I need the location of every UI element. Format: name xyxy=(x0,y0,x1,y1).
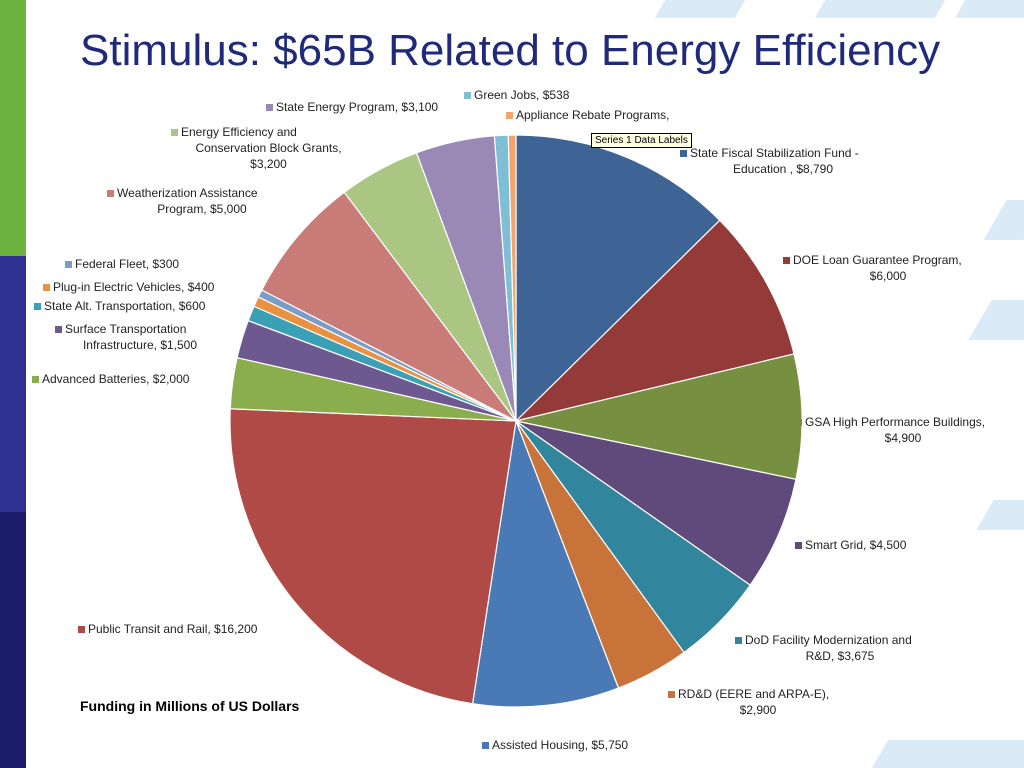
data-label: State Fiscal Stabilization Fund - Educati… xyxy=(680,146,859,176)
data-label-text: RD&D (EERE and ARPA-E), xyxy=(678,687,829,701)
data-label: Advanced Batteries, $2,000 xyxy=(32,372,190,386)
data-label: Surface Transportation Infrastructure, $1… xyxy=(55,322,197,352)
data-label: Energy Efficiency and Conservation Block … xyxy=(171,125,342,171)
data-label: DoD Facility Modernization and R&D, $3,67… xyxy=(735,633,912,663)
legend-swatch xyxy=(171,129,178,136)
data-label-text: Plug-in Electric Vehicles, $400 xyxy=(53,280,215,294)
legend-swatch xyxy=(795,542,802,549)
data-label: Appliance Rebate Programs, xyxy=(506,108,669,122)
pie-slice xyxy=(515,353,803,481)
data-label-text: $4,900 xyxy=(885,431,922,445)
legend-swatch xyxy=(464,92,471,99)
data-label: Public Transit and Rail, $16,200 xyxy=(78,622,258,636)
data-label-text: State Alt. Transportation, $600 xyxy=(44,299,206,313)
data-label-text: $3,200 xyxy=(250,157,287,171)
legend-swatch xyxy=(78,626,85,633)
legend-swatch xyxy=(32,376,39,383)
legend-swatch xyxy=(668,691,675,698)
data-label-text: Appliance Rebate Programs, xyxy=(516,108,669,122)
data-label-text: Green Jobs, $538 xyxy=(474,88,570,102)
data-label: Assisted Housing, $5,750 xyxy=(482,738,628,752)
data-label: Green Jobs, $538 xyxy=(464,88,570,102)
legend-swatch xyxy=(506,112,513,119)
data-label: Smart Grid, $4,500 xyxy=(795,538,907,552)
data-label-text: State Energy Program, $3,100 xyxy=(276,100,438,114)
pie-slice xyxy=(229,408,517,705)
legend-swatch xyxy=(65,261,72,268)
data-label-text: Public Transit and Rail, $16,200 xyxy=(88,622,258,636)
data-label-text: Federal Fleet, $300 xyxy=(75,257,179,271)
legend-swatch xyxy=(735,637,742,644)
pie-slice xyxy=(507,134,517,422)
data-label-text: DOE Loan Guarantee Program, xyxy=(793,253,962,267)
data-label-text: GSA High Performance Buildings, xyxy=(805,415,985,429)
data-labels-tooltip: Series 1 Data Labels xyxy=(591,133,692,148)
slide-title: Stimulus: $65B Related to Energy Efficie… xyxy=(80,26,941,75)
data-label-text: Advanced Batteries, $2,000 xyxy=(42,372,190,386)
sidebar-blue-band xyxy=(0,256,26,512)
pie-slice xyxy=(260,191,517,422)
sidebar-stripe xyxy=(0,0,26,768)
chart-footnote: Funding in Millions of US Dollars xyxy=(80,698,300,714)
data-label-text: Smart Grid, $4,500 xyxy=(805,538,907,552)
data-label-text: Energy Efficiency and xyxy=(181,125,297,139)
pie-slice xyxy=(515,134,721,423)
sidebar-navy-band xyxy=(0,512,26,768)
pie-slice xyxy=(515,420,797,586)
data-label: Federal Fleet, $300 xyxy=(65,257,179,271)
data-label-text: Infrastructure, $1,500 xyxy=(83,338,197,352)
data-label: Plug-in Electric Vehicles, $400 xyxy=(43,280,215,294)
legend-swatch xyxy=(43,284,50,291)
legend-swatch xyxy=(266,104,273,111)
data-label-text: Program, $5,000 xyxy=(157,202,247,216)
legend-swatch xyxy=(783,257,790,264)
pie-slice xyxy=(514,219,795,423)
data-label: GSA High Performance Buildings, $4,900 xyxy=(795,415,985,445)
data-label-text: $6,000 xyxy=(870,269,907,283)
data-label-text: Education , $8,790 xyxy=(733,162,833,176)
legend-swatch xyxy=(680,150,687,157)
data-label: DOE Loan Guarantee Program, $6,000 xyxy=(783,253,962,283)
data-label-text: Assisted Housing, $5,750 xyxy=(492,738,628,752)
data-label-text: $2,900 xyxy=(740,703,777,717)
legend-swatch xyxy=(34,303,41,310)
data-label-text: DoD Facility Modernization and xyxy=(745,633,912,647)
legend-swatch xyxy=(55,326,62,333)
data-label: State Energy Program, $3,100 xyxy=(266,100,438,114)
legend-swatch xyxy=(482,742,489,749)
data-label-text: R&D, $3,675 xyxy=(806,649,875,663)
data-label-text: Conservation Block Grants, xyxy=(195,141,341,155)
data-label-text: Weatherization Assistance xyxy=(117,186,258,200)
data-label-text: State Fiscal Stabilization Fund - xyxy=(690,146,859,160)
legend-swatch xyxy=(795,419,802,426)
sidebar-green-band xyxy=(0,0,26,256)
data-label: Weatherization Assistance Program, $5,000 xyxy=(107,186,258,216)
legend-swatch xyxy=(107,190,114,197)
pie-slice xyxy=(471,418,620,708)
data-label-text: Surface Transportation xyxy=(65,322,186,336)
data-label: RD&D (EERE and ARPA-E), $2,900 xyxy=(668,687,829,717)
data-label: State Alt. Transportation, $600 xyxy=(34,299,206,313)
